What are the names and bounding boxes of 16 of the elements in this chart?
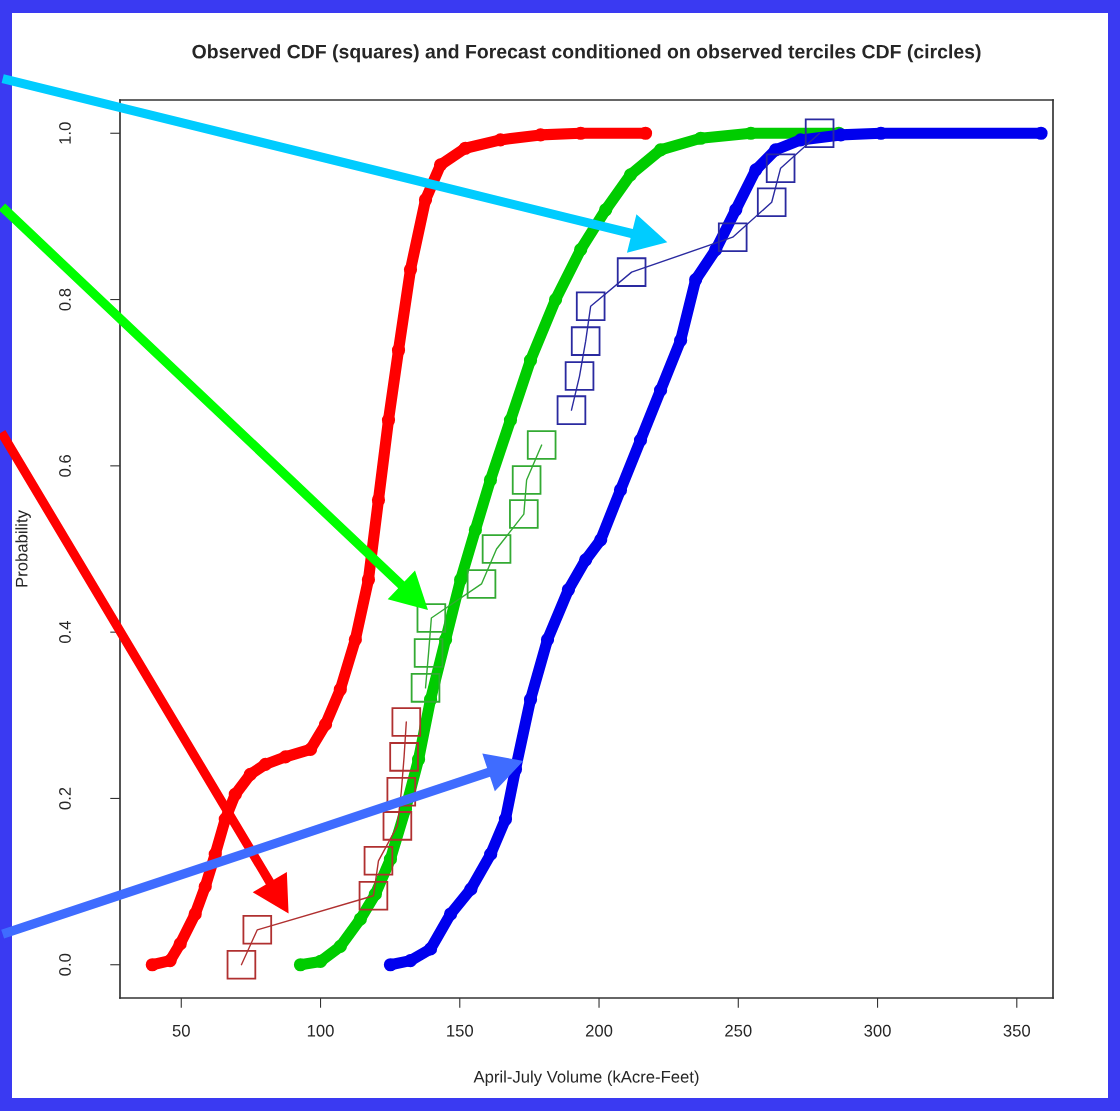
y-tick-label: 0.8 bbox=[59, 288, 71, 311]
x-tick-label: 150 bbox=[447, 1024, 474, 1037]
y-tick-label: 0.6 bbox=[59, 455, 71, 477]
x-tick-label: 100 bbox=[307, 1024, 334, 1037]
x-tick-label: 200 bbox=[585, 1024, 613, 1037]
chart-title: Observed CDF (squares) and Forecast conditioned on observed terciles CDF (circles) bbox=[192, 44, 981, 63]
x-tick-label: 300 bbox=[864, 1024, 891, 1037]
x-tick-label: 250 bbox=[725, 1024, 752, 1037]
y-tick-label: 0.0 bbox=[59, 953, 71, 976]
y-axis-title: Probability bbox=[15, 510, 31, 587]
x-axis-title: April-July Volume (kAcre-Feet) bbox=[473, 1070, 699, 1087]
y-tick-label: 0.4 bbox=[59, 621, 71, 644]
x-tick-label: 50 bbox=[172, 1024, 190, 1037]
x-tick-label: 350 bbox=[1003, 1024, 1031, 1037]
y-tick-label: 1.0 bbox=[59, 122, 71, 144]
y-tick-label: 0.2 bbox=[59, 787, 71, 810]
